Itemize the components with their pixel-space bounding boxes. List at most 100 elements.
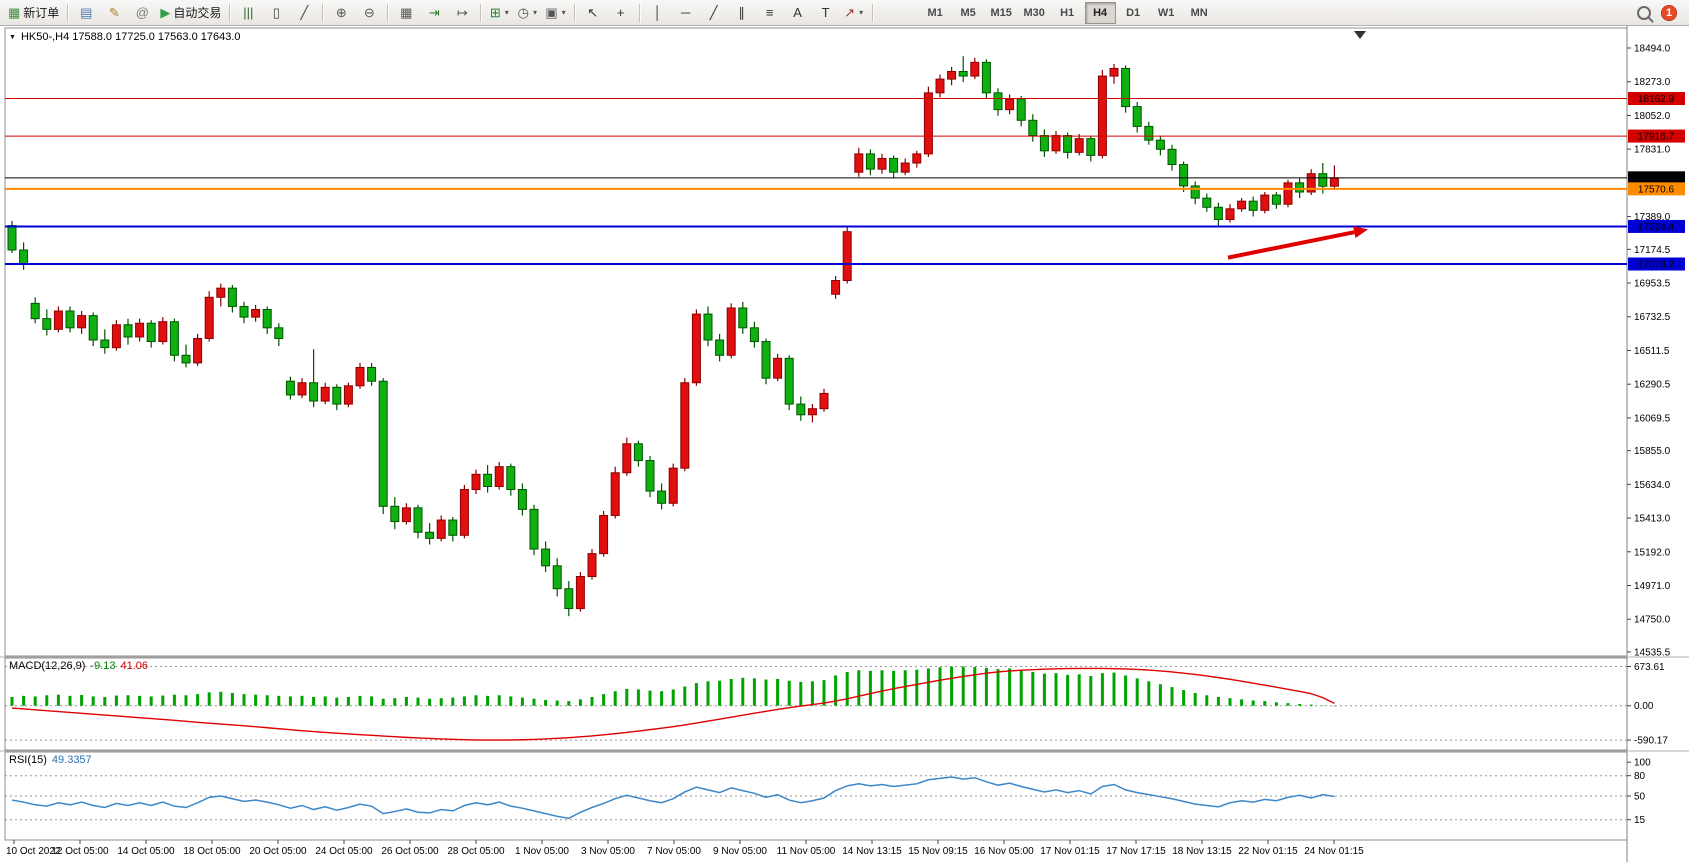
price-tick-label: 14971.0: [1634, 581, 1671, 592]
price-tick-label: 17174.5: [1634, 245, 1671, 256]
trend-arrow[interactable]: [1227, 226, 1368, 260]
candle-body: [1121, 67, 1131, 108]
timeframe-m30-button[interactable]: M30: [1023, 6, 1045, 19]
macd-name: MACD(12,26,9): [9, 660, 86, 672]
candle-body: [877, 157, 887, 170]
candle: [784, 355, 794, 411]
fibonacci-button[interactable]: ≡: [756, 2, 784, 24]
line-chart-button[interactable]: ╱: [290, 2, 318, 24]
candle: [726, 303, 736, 359]
periods-icon: ◷: [517, 5, 529, 20]
candle: [796, 396, 806, 421]
mql-community-button[interactable]: @: [128, 2, 156, 24]
tile-windows-button[interactable]: ▦: [392, 2, 420, 24]
zoom-out-button[interactable]: ⊖: [355, 2, 383, 24]
candle: [262, 306, 272, 334]
new-order-button[interactable]: ▦ 新订单: [4, 2, 63, 24]
macd-tick-label: 673.61: [1634, 662, 1665, 673]
new-order-icon: ▦: [8, 5, 21, 20]
auto-scroll-button[interactable]: ⇥: [420, 2, 448, 24]
timeframe-m15-button[interactable]: M15: [990, 6, 1012, 19]
timeframe-h1-button[interactable]: H1: [1060, 6, 1075, 19]
main-chart-panel[interactable]: [4, 27, 1628, 657]
candle: [1271, 192, 1281, 209]
crosshair-button[interactable]: +: [607, 2, 635, 24]
timeframe-h4-button[interactable]: H4: [1084, 1, 1116, 24]
candle-body: [1202, 197, 1212, 208]
equidistant-channel-button[interactable]: ∥: [728, 2, 756, 24]
cursor-icon: ↖: [587, 5, 599, 20]
text-button[interactable]: A: [784, 2, 812, 24]
timeframe-mn-button[interactable]: MN: [1190, 6, 1208, 19]
chart-shift-button[interactable]: ↦: [448, 2, 476, 24]
candle-body: [1039, 135, 1049, 152]
cursor-button[interactable]: ↖: [579, 2, 607, 24]
candle-body: [668, 467, 678, 504]
candle-body: [645, 460, 655, 492]
timeframe-d1-button[interactable]: D1: [1126, 6, 1141, 19]
vertical-line-button[interactable]: │: [644, 2, 672, 24]
candle-body: [993, 92, 1003, 111]
candle: [88, 312, 98, 347]
metaeditor-button[interactable]: ✎: [100, 2, 128, 24]
periods-button[interactable]: ◷ ▾: [513, 2, 541, 24]
toolbar-separator: [871, 3, 873, 22]
candle-body: [332, 386, 342, 405]
candle-body: [413, 507, 423, 533]
symbol-quote: ▼ HK50-,H4 17588.0 17725.0 17563.0 17643…: [9, 31, 241, 43]
time-axis-label: 22 Nov 01:15: [1238, 846, 1298, 857]
templates-button[interactable]: ▣ ▾: [541, 2, 569, 24]
candle: [274, 323, 284, 347]
timeframe-m5-button[interactable]: M5: [960, 6, 976, 19]
price-tick-label: 14535.5: [1634, 647, 1671, 658]
candle: [309, 349, 319, 408]
text-label-button[interactable]: T: [812, 2, 840, 24]
candle-body: [19, 249, 29, 265]
toolbar-right: 1: [1637, 4, 1685, 21]
symbol-dropdown-icon[interactable]: ▼: [9, 33, 16, 41]
macd-tick-label: -590.17: [1634, 736, 1668, 747]
candlestick-chart-button[interactable]: ▯: [262, 2, 290, 24]
candle-body: [378, 380, 388, 507]
candle-body: [923, 92, 933, 155]
timeframe-w1-button[interactable]: W1: [1157, 6, 1175, 19]
arrows-button[interactable]: ↗ ▾: [840, 2, 868, 24]
search-icon[interactable]: [1637, 5, 1651, 20]
candle: [1039, 129, 1049, 157]
candle: [1028, 114, 1038, 142]
candle: [1155, 135, 1165, 156]
price-axis-area[interactable]: [1627, 26, 1689, 862]
trendline-button[interactable]: ╱: [700, 2, 728, 24]
toolbar-separator: [573, 3, 575, 22]
notification-badge[interactable]: 1: [1661, 4, 1677, 21]
time-axis-area[interactable]: [0, 840, 1627, 862]
equidistant-channel-icon: ∥: [738, 5, 745, 20]
indicators-button[interactable]: ⊞ ▾: [485, 2, 513, 24]
candle: [1225, 204, 1235, 223]
price-tick-label: 15634.0: [1634, 480, 1671, 491]
toolbar-separator: [480, 3, 482, 22]
autotrading-button[interactable]: ▶ 自动交易: [156, 2, 225, 24]
timeframe-m1-button[interactable]: M1: [927, 6, 943, 19]
zoom-in-button[interactable]: ⊕: [327, 2, 355, 24]
indicators-icon: ⊞: [489, 5, 501, 20]
candle-body: [691, 313, 701, 384]
chart-shift-marker[interactable]: [1354, 31, 1366, 39]
charts-button[interactable]: ▤: [72, 2, 100, 24]
candle-body: [193, 337, 203, 364]
bar-chart-button[interactable]: |||: [234, 2, 262, 24]
horizontal-line-button[interactable]: ─: [672, 2, 700, 24]
candle-body: [1097, 75, 1107, 156]
rsi-name: RSI(15): [9, 754, 47, 766]
candle: [807, 404, 817, 423]
candle-body: [1179, 164, 1189, 187]
candle-body: [1260, 194, 1270, 211]
candle: [77, 311, 87, 334]
candle: [193, 333, 203, 366]
candle-body: [355, 366, 365, 387]
vertical-line-icon: │: [653, 5, 662, 20]
candle-body: [680, 382, 690, 469]
candle: [1283, 179, 1293, 208]
candle-body: [320, 386, 330, 402]
